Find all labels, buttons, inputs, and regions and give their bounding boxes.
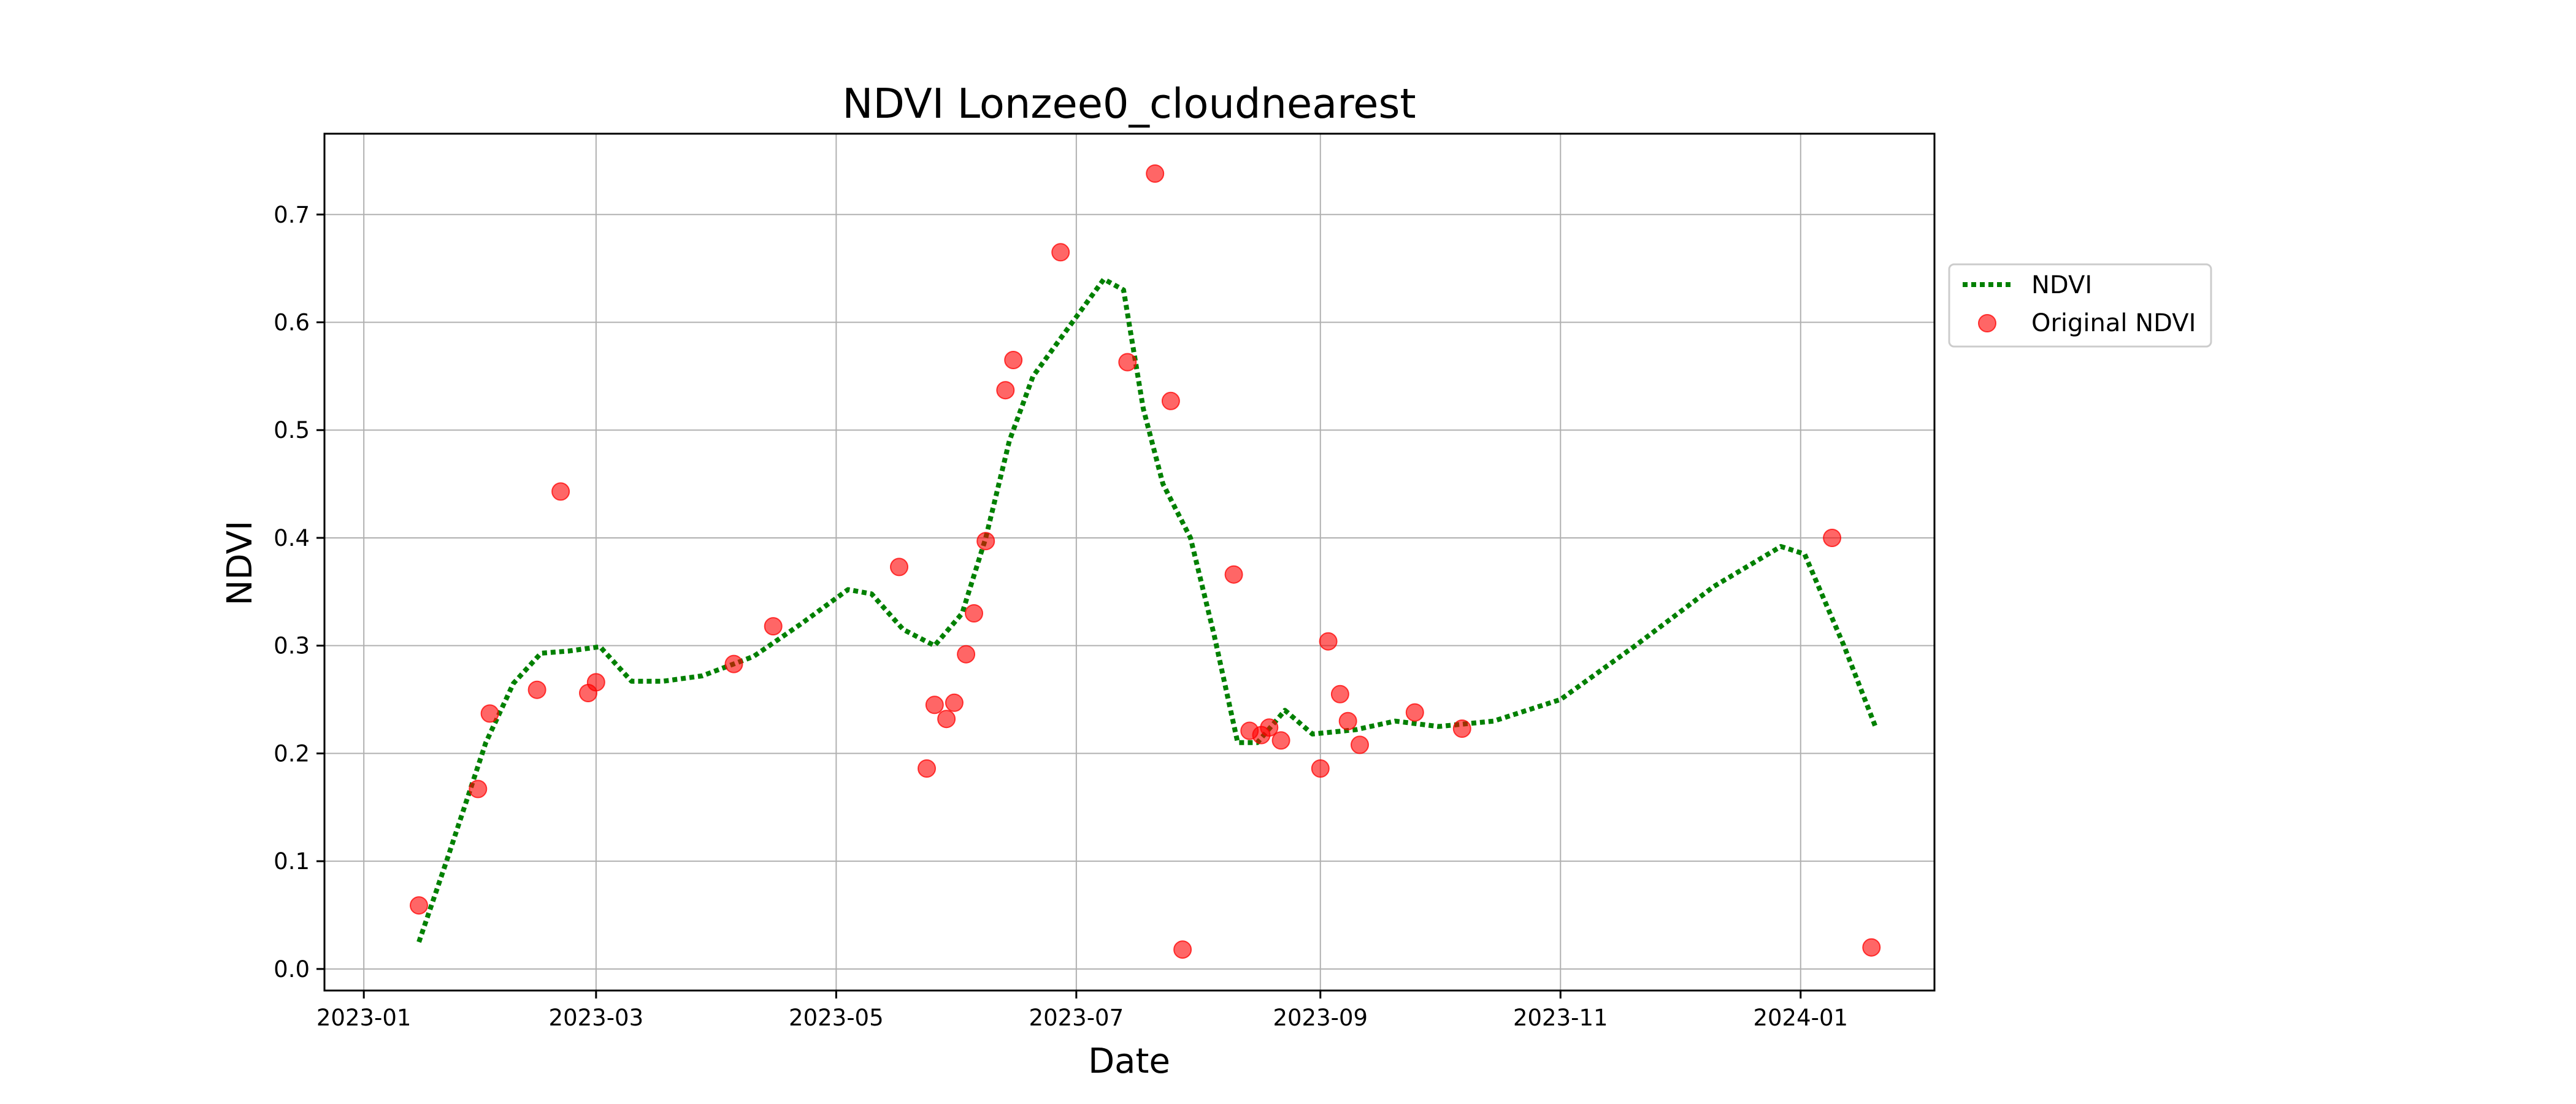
original-ndvi-point <box>1173 940 1192 959</box>
original-ndvi-point <box>1004 351 1023 369</box>
y-tick-label: 0.0 <box>274 956 310 983</box>
original-ndvi-point <box>1260 718 1279 737</box>
original-ndvi-point <box>1146 164 1165 183</box>
original-ndvi-point <box>890 558 908 577</box>
y-tick-label: 0.4 <box>274 525 310 551</box>
x-tick-label: 2023-07 <box>1029 1005 1124 1031</box>
legend: NDVI Original NDVI <box>1948 263 2212 348</box>
original-ndvi-point <box>724 654 743 673</box>
original-ndvi-point <box>976 532 995 551</box>
chart-title: NDVI Lonzee0_cloudnearest <box>842 80 1416 128</box>
original-ndvi-point <box>1311 759 1330 778</box>
y-tick-label: 0.2 <box>274 740 310 767</box>
y-tick-label: 0.1 <box>274 848 310 875</box>
original-ndvi-point <box>1271 731 1290 750</box>
original-ndvi-point <box>1330 684 1349 703</box>
legend-box <box>1948 263 2212 348</box>
x-axis: 2023-01 2023-03 2023-05 2023-07 2023-09 2023-… <box>316 991 1848 1031</box>
original-ndvi-point <box>1351 735 1369 754</box>
series-layer <box>410 164 1881 959</box>
original-ndvi-point <box>1452 719 1471 738</box>
original-ndvi-point <box>410 896 428 915</box>
original-ndvi-point <box>1862 938 1881 957</box>
original-ndvi-point <box>1319 632 1338 651</box>
y-axis-label: NDVI <box>220 521 260 606</box>
original-ndvi-point <box>965 604 983 623</box>
x-tick-label: 2023-11 <box>1513 1005 1608 1031</box>
y-axis: 0.0 0.1 0.2 0.3 0.4 0.5 0.6 0.7 <box>274 202 324 983</box>
x-tick-label: 2023-01 <box>316 1005 412 1031</box>
original-ndvi-point <box>1118 353 1137 372</box>
legend-original-ndvi-marker <box>1978 314 1996 332</box>
legend-ndvi-label: NDVI <box>2031 271 2092 299</box>
x-tick-label: 2023-05 <box>789 1005 884 1031</box>
original-ndvi-point <box>937 710 956 729</box>
original-ndvi-point <box>469 780 488 799</box>
original-ndvi-point <box>586 673 605 692</box>
original-ndvi-point <box>1051 243 1070 262</box>
original-ndvi-point <box>918 759 936 778</box>
original-ndvi-point <box>957 645 976 664</box>
original-ndvi-point <box>1823 529 1842 547</box>
y-tick-label: 0.6 <box>274 310 310 336</box>
original-ndvi-point <box>551 482 570 501</box>
plot-frame <box>323 132 1936 992</box>
original-ndvi-point <box>1405 703 1424 722</box>
gridlines <box>324 134 1934 991</box>
y-tick-label: 0.7 <box>274 202 310 228</box>
original-ndvi-point <box>996 381 1015 400</box>
legend-original-ndvi-label: Original NDVI <box>2031 309 2196 337</box>
original-ndvi-point <box>1224 565 1243 584</box>
original-ndvi-point <box>480 704 499 723</box>
x-axis-label: Date <box>1088 1041 1170 1081</box>
x-tick-label: 2023-09 <box>1273 1005 1368 1031</box>
y-tick-label: 0.5 <box>274 417 310 443</box>
original-ndvi-point <box>1161 391 1180 410</box>
y-tick-label: 0.3 <box>274 633 310 659</box>
original-ndvi-point <box>764 617 783 636</box>
original-ndvi-point <box>527 680 546 699</box>
x-tick-label: 2024-01 <box>1753 1005 1848 1031</box>
original-ndvi-point <box>1338 711 1357 730</box>
ndvi-smoothed-line <box>416 277 1878 943</box>
original-ndvi-point <box>945 693 964 712</box>
x-tick-label: 2023-03 <box>549 1005 644 1031</box>
original-ndvi-point <box>925 696 944 715</box>
